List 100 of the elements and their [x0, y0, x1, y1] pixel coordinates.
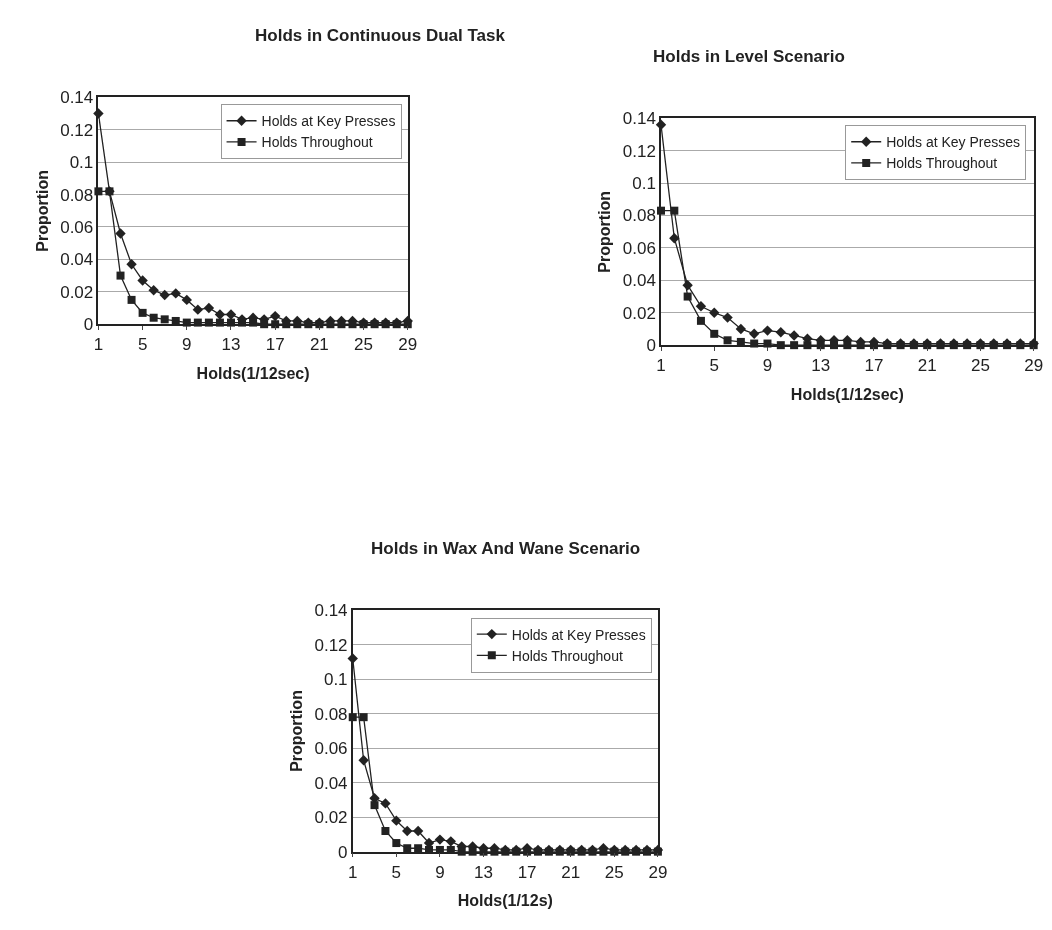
point — [192, 304, 204, 315]
point — [149, 313, 158, 322]
point — [723, 336, 732, 345]
y-tick-label: 0.1 — [632, 174, 656, 194]
x-axis-title: Holds(1/12s) — [457, 892, 553, 910]
point — [392, 839, 401, 848]
point — [670, 206, 679, 215]
y-axis-title: Proportion — [596, 190, 614, 273]
point — [181, 294, 192, 306]
x-tick-label: 17 — [864, 356, 884, 376]
y-tick-label: 0 — [338, 842, 348, 862]
point — [683, 292, 692, 301]
y-tick-label: 0 — [646, 336, 656, 356]
legend-label: Holds at Key Presses — [511, 626, 646, 643]
point — [735, 323, 747, 335]
point — [414, 844, 423, 853]
x-tick-label: 1 — [348, 862, 358, 882]
point — [159, 289, 170, 301]
point — [269, 310, 281, 322]
x-tick-label: 29 — [398, 335, 418, 355]
point — [370, 801, 379, 810]
point — [434, 834, 446, 845]
y-tick-label: 0.06 — [314, 739, 348, 759]
y-tick-label: 0.08 — [314, 704, 348, 724]
point — [775, 327, 786, 338]
y-tick-label: 0.04 — [314, 773, 348, 793]
x-tick-label: 1 — [93, 335, 104, 355]
x-tick-label: 5 — [391, 862, 402, 882]
y-tick-label: 0.1 — [69, 153, 94, 173]
x-tick-label: 9 — [762, 356, 773, 376]
y-tick-label: 0.06 — [60, 217, 94, 237]
point — [669, 233, 680, 244]
point — [358, 755, 369, 766]
point — [116, 271, 125, 280]
x-tick-label: 29 — [648, 862, 668, 882]
point — [402, 825, 413, 837]
x-tick-label: 13 — [221, 335, 241, 355]
legend-label: Holds Throughout — [511, 647, 623, 664]
legend-label: Holds at Key Presses — [886, 134, 1021, 151]
point — [445, 836, 457, 847]
y-tick-label: 0.04 — [622, 271, 656, 291]
y-tick-label: 0.14 — [60, 88, 94, 108]
point — [115, 228, 126, 239]
chart-title: Holds in Level Scenario — [653, 47, 845, 66]
point — [710, 329, 719, 338]
x-tick-label: 25 — [604, 862, 624, 882]
x-tick-label: 5 — [709, 356, 719, 376]
y-tick-label: 0.12 — [314, 635, 348, 655]
point — [359, 713, 368, 722]
point — [380, 798, 391, 809]
x-axis-title: Holds(1/12sec) — [196, 364, 310, 382]
point — [381, 826, 390, 835]
point — [722, 312, 733, 323]
y-tick-label: 0.02 — [60, 282, 94, 302]
x-tick-label: 9 — [435, 862, 445, 882]
x-tick-label: 25 — [354, 335, 374, 355]
y-tick-label: 0.04 — [60, 250, 94, 270]
point — [391, 815, 402, 826]
x-tick-label: 9 — [182, 335, 192, 355]
y-tick-label: 0.14 — [622, 109, 656, 129]
legend-label: Holds Throughout — [261, 134, 373, 151]
y-tick-label: 0.08 — [622, 206, 656, 226]
y-tick-label: 0.1 — [323, 670, 348, 690]
x-tick-label: 21 — [561, 862, 581, 882]
point — [170, 288, 181, 299]
y-tick-label: 0.12 — [622, 141, 656, 161]
point — [127, 295, 136, 304]
y-tick-label: 0.14 — [314, 601, 348, 621]
point — [126, 259, 137, 270]
point — [695, 301, 707, 312]
point — [696, 316, 705, 325]
point — [148, 284, 159, 296]
point — [138, 308, 147, 317]
x-tick-label: 29 — [1024, 356, 1044, 376]
y-tick-label: 0.08 — [60, 185, 94, 205]
chart-title: Holds in Wax And Wane Scenario — [371, 539, 641, 558]
legend-label: Holds at Key Presses — [261, 113, 396, 130]
x-tick-label: 17 — [517, 862, 537, 882]
y-tick-label: 0 — [83, 315, 94, 335]
x-tick-label: 25 — [970, 356, 990, 376]
y-axis-title: Proportion — [33, 169, 51, 252]
y-axis-title: Proportion — [287, 690, 305, 772]
point — [214, 309, 226, 320]
x-tick-label: 17 — [265, 335, 285, 355]
y-tick-label: 0.12 — [60, 120, 94, 140]
x-tick-label: 13 — [811, 356, 831, 376]
x-tick-label: 5 — [137, 335, 148, 355]
point — [709, 307, 720, 318]
x-axis-title: Holds(1/12sec) — [790, 385, 904, 403]
x-tick-label: 13 — [474, 862, 493, 882]
point — [788, 330, 800, 341]
y-tick-label: 0.02 — [622, 303, 656, 323]
x-tick-label: 1 — [656, 356, 666, 376]
y-tick-label: 0.06 — [622, 238, 656, 258]
point — [137, 275, 148, 286]
point — [762, 325, 773, 336]
legend-label: Holds Throughout — [886, 155, 998, 172]
point — [403, 844, 412, 853]
x-tick-label: 21 — [309, 335, 329, 355]
y-tick-label: 0.02 — [314, 808, 348, 828]
